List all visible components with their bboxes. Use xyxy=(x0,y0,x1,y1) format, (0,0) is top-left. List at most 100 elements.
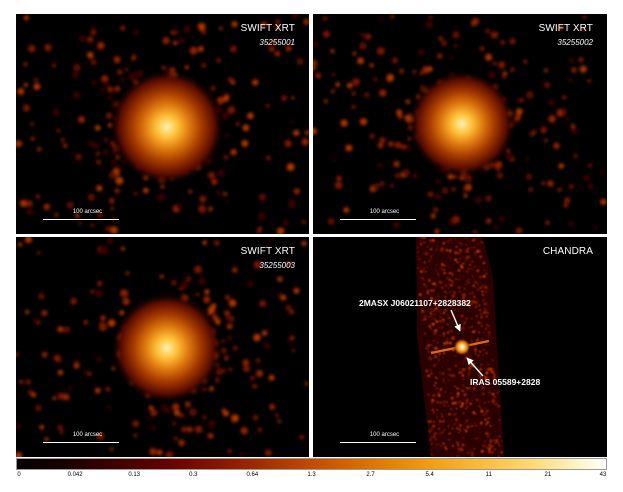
photon-speckle xyxy=(463,299,466,302)
photon-speckle xyxy=(441,386,443,388)
photon-speckle xyxy=(479,421,483,425)
photon-speckle xyxy=(379,89,387,97)
point-source xyxy=(453,338,471,356)
photon-speckle xyxy=(37,147,42,152)
photon-speckle xyxy=(452,215,460,224)
photon-speckle xyxy=(195,292,200,297)
observation-id: 35255002 xyxy=(557,38,593,47)
photon-speckle xyxy=(462,327,466,331)
photon-speckle xyxy=(435,320,439,324)
photon-speckle xyxy=(494,435,497,437)
photon-speckle xyxy=(482,262,485,265)
photon-speckle xyxy=(450,408,453,411)
photon-speckle xyxy=(469,331,471,333)
photon-speckle xyxy=(493,443,495,445)
photon-speckle xyxy=(35,404,42,412)
photon-speckle xyxy=(105,225,111,232)
photon-speckle xyxy=(424,272,427,275)
photon-speckle xyxy=(24,237,33,244)
photon-speckle xyxy=(476,249,480,253)
photon-speckle xyxy=(429,356,431,359)
photon-speckle xyxy=(455,412,457,415)
photon-speckle xyxy=(593,225,598,230)
photon-speckle xyxy=(56,128,61,133)
photon-speckle xyxy=(255,358,261,363)
photon-speckle xyxy=(477,331,481,334)
photon-speckle xyxy=(57,369,64,376)
photon-speckle xyxy=(464,368,467,370)
photon-speckle xyxy=(287,338,293,343)
photon-speckle xyxy=(466,419,469,422)
photon-speckle xyxy=(445,422,448,426)
photon-speckle xyxy=(491,396,495,400)
photon-speckle xyxy=(147,417,151,422)
photon-speckle xyxy=(447,240,450,243)
photon-speckle xyxy=(432,317,435,319)
photon-speckle xyxy=(225,134,229,138)
photon-speckle xyxy=(466,248,469,251)
photon-speckle xyxy=(133,191,138,196)
photon-speckle xyxy=(478,279,481,282)
photon-speckle xyxy=(439,388,442,391)
photon-speckle xyxy=(489,424,492,427)
photon-speckle xyxy=(437,273,440,275)
photon-speckle xyxy=(111,366,116,371)
photon-speckle xyxy=(470,451,473,455)
photon-speckle xyxy=(459,260,461,263)
photon-speckle xyxy=(160,185,165,189)
photon-speckle xyxy=(430,401,434,405)
photon-speckle xyxy=(133,29,139,35)
photon-speckle xyxy=(444,238,446,240)
photon-speckle xyxy=(27,44,36,53)
photon-speckle xyxy=(463,293,466,296)
photon-speckle xyxy=(465,299,469,303)
photon-speckle xyxy=(422,269,425,272)
photon-speckle xyxy=(436,400,439,404)
photon-speckle xyxy=(501,445,504,449)
photon-speckle xyxy=(436,287,439,290)
photon-speckle xyxy=(450,337,453,340)
photon-speckle xyxy=(426,348,429,350)
photon-speckle xyxy=(469,364,471,366)
photon-speckle xyxy=(456,261,459,264)
photon-speckle xyxy=(447,425,450,428)
photon-speckle xyxy=(470,304,472,306)
photon-speckle xyxy=(291,348,295,353)
photon-speckle xyxy=(35,194,41,199)
photon-speckle xyxy=(458,309,460,312)
photon-speckle xyxy=(444,298,447,301)
photon-speckle xyxy=(460,371,463,374)
photon-speckle xyxy=(483,443,487,447)
photon-speckle xyxy=(486,435,490,439)
photon-speckle xyxy=(500,40,506,45)
photon-speckle xyxy=(225,199,229,203)
photon-speckle xyxy=(285,304,292,312)
photon-speckle xyxy=(484,343,487,346)
photon-speckle xyxy=(443,272,446,275)
photon-speckle xyxy=(103,79,110,87)
photon-speckle xyxy=(172,403,180,411)
photon-speckle xyxy=(227,335,233,342)
colorbar-tick-label: 43 xyxy=(599,472,607,478)
photon-speckle xyxy=(360,32,365,37)
photon-speckle xyxy=(180,281,189,289)
xray-image xyxy=(313,14,607,234)
photon-speckle xyxy=(463,322,466,325)
photon-speckle xyxy=(494,429,497,433)
photon-speckle xyxy=(454,376,456,379)
photon-speckle xyxy=(460,255,464,259)
scale-bar-label: 100 arcsec xyxy=(369,209,400,215)
photon-speckle xyxy=(541,181,546,186)
photon-speckle xyxy=(128,73,137,81)
photon-speckle xyxy=(70,297,77,305)
photon-speckle xyxy=(108,171,117,179)
photon-speckle xyxy=(450,298,452,301)
photon-speckle xyxy=(479,322,481,324)
photon-speckle xyxy=(425,252,429,255)
photon-speckle xyxy=(448,259,452,263)
photon-speckle xyxy=(265,155,272,161)
photon-speckle xyxy=(451,280,455,284)
photon-speckle xyxy=(157,193,165,202)
observation-id: 35255001 xyxy=(259,38,295,47)
photon-speckle xyxy=(253,333,261,342)
